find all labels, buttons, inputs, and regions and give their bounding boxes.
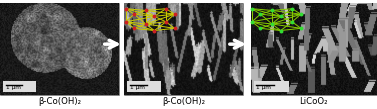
Text: LiCoO₂: LiCoO₂	[299, 97, 328, 106]
Text: β-Co(OH)₂: β-Co(OH)₂	[162, 97, 205, 106]
Text: 1 μm: 1 μm	[256, 85, 271, 90]
Bar	[124, 3, 243, 95]
Bar	[3, 81, 36, 92]
Text: 1 μm: 1 μm	[6, 85, 21, 90]
Bar	[254, 81, 289, 92]
Bar	[127, 81, 161, 92]
Bar	[0, 3, 119, 95]
Bar	[251, 3, 377, 95]
Text: β-Co(OH)₂: β-Co(OH)₂	[38, 97, 81, 106]
Text: 1 μm: 1 μm	[130, 85, 145, 90]
